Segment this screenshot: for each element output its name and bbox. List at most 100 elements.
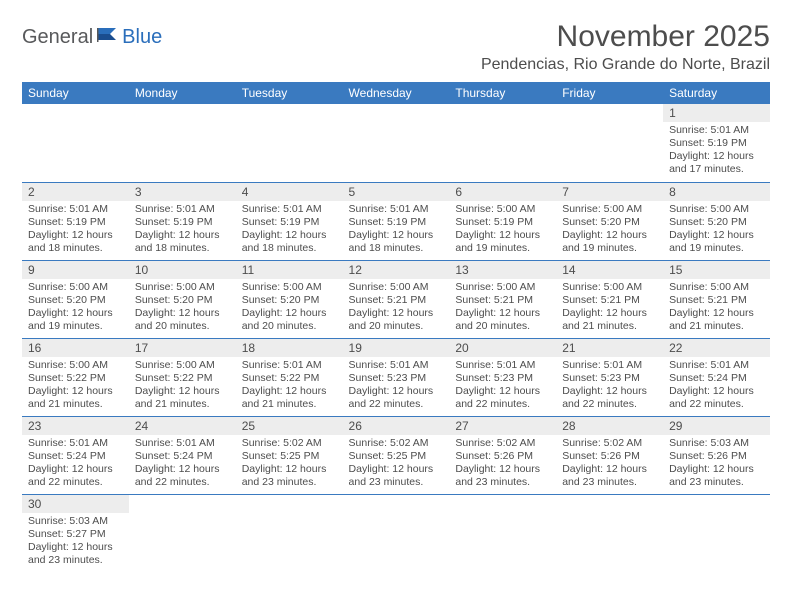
day-number: 9 <box>22 261 129 279</box>
day-cell: 22Sunrise: 5:01 AMSunset: 5:24 PMDayligh… <box>663 338 770 416</box>
empty-cell <box>22 104 129 182</box>
header: General Blue November 2025 Pendencias, R… <box>22 20 770 74</box>
day-number: 10 <box>129 261 236 279</box>
day-cell: 23Sunrise: 5:01 AMSunset: 5:24 PMDayligh… <box>22 416 129 494</box>
day-details: Sunrise: 5:00 AMSunset: 5:20 PMDaylight:… <box>22 279 129 338</box>
weekday-header: Saturday <box>663 82 770 104</box>
day-cell: 25Sunrise: 5:02 AMSunset: 5:25 PMDayligh… <box>236 416 343 494</box>
day-details: Sunrise: 5:00 AMSunset: 5:19 PMDaylight:… <box>449 201 556 260</box>
day-details: Sunrise: 5:00 AMSunset: 5:20 PMDaylight:… <box>236 279 343 338</box>
day-details: Sunrise: 5:01 AMSunset: 5:24 PMDaylight:… <box>663 357 770 416</box>
day-number: 6 <box>449 183 556 201</box>
day-cell: 29Sunrise: 5:03 AMSunset: 5:26 PMDayligh… <box>663 416 770 494</box>
day-details: Sunrise: 5:00 AMSunset: 5:20 PMDaylight:… <box>129 279 236 338</box>
day-cell: 14Sunrise: 5:00 AMSunset: 5:21 PMDayligh… <box>556 260 663 338</box>
day-details: Sunrise: 5:00 AMSunset: 5:21 PMDaylight:… <box>343 279 450 338</box>
day-number: 26 <box>343 417 450 435</box>
day-cell: 16Sunrise: 5:00 AMSunset: 5:22 PMDayligh… <box>22 338 129 416</box>
day-details: Sunrise: 5:00 AMSunset: 5:21 PMDaylight:… <box>449 279 556 338</box>
day-number: 30 <box>22 495 129 513</box>
day-number: 3 <box>129 183 236 201</box>
day-number: 20 <box>449 339 556 357</box>
empty-cell <box>343 494 450 572</box>
day-cell: 7Sunrise: 5:00 AMSunset: 5:20 PMDaylight… <box>556 182 663 260</box>
day-number: 21 <box>556 339 663 357</box>
weekday-header-row: Sunday Monday Tuesday Wednesday Thursday… <box>22 82 770 104</box>
empty-cell <box>663 494 770 572</box>
empty-cell <box>556 494 663 572</box>
flag-icon <box>96 26 120 49</box>
calendar-row: 9Sunrise: 5:00 AMSunset: 5:20 PMDaylight… <box>22 260 770 338</box>
calendar-row: 23Sunrise: 5:01 AMSunset: 5:24 PMDayligh… <box>22 416 770 494</box>
empty-cell <box>129 494 236 572</box>
day-details: Sunrise: 5:01 AMSunset: 5:24 PMDaylight:… <box>129 435 236 494</box>
day-number: 14 <box>556 261 663 279</box>
day-cell: 6Sunrise: 5:00 AMSunset: 5:19 PMDaylight… <box>449 182 556 260</box>
day-number: 11 <box>236 261 343 279</box>
weekday-header: Tuesday <box>236 82 343 104</box>
empty-cell <box>343 104 450 182</box>
day-details: Sunrise: 5:03 AMSunset: 5:26 PMDaylight:… <box>663 435 770 494</box>
day-details: Sunrise: 5:01 AMSunset: 5:19 PMDaylight:… <box>236 201 343 260</box>
weekday-header: Monday <box>129 82 236 104</box>
month-title: November 2025 <box>481 20 770 54</box>
day-number: 4 <box>236 183 343 201</box>
day-number: 7 <box>556 183 663 201</box>
day-number: 1 <box>663 104 770 122</box>
day-details: Sunrise: 5:00 AMSunset: 5:22 PMDaylight:… <box>129 357 236 416</box>
weekday-header: Friday <box>556 82 663 104</box>
day-details: Sunrise: 5:01 AMSunset: 5:19 PMDaylight:… <box>663 122 770 181</box>
day-details: Sunrise: 5:00 AMSunset: 5:22 PMDaylight:… <box>22 357 129 416</box>
empty-cell <box>556 104 663 182</box>
day-number: 12 <box>343 261 450 279</box>
location: Pendencias, Rio Grande do Norte, Brazil <box>481 56 770 74</box>
day-number: 5 <box>343 183 450 201</box>
day-number: 23 <box>22 417 129 435</box>
day-details: Sunrise: 5:02 AMSunset: 5:25 PMDaylight:… <box>343 435 450 494</box>
day-details: Sunrise: 5:02 AMSunset: 5:26 PMDaylight:… <box>556 435 663 494</box>
day-cell: 2Sunrise: 5:01 AMSunset: 5:19 PMDaylight… <box>22 182 129 260</box>
day-cell: 5Sunrise: 5:01 AMSunset: 5:19 PMDaylight… <box>343 182 450 260</box>
day-details: Sunrise: 5:00 AMSunset: 5:21 PMDaylight:… <box>556 279 663 338</box>
day-number: 13 <box>449 261 556 279</box>
day-cell: 3Sunrise: 5:01 AMSunset: 5:19 PMDaylight… <box>129 182 236 260</box>
day-cell: 8Sunrise: 5:00 AMSunset: 5:20 PMDaylight… <box>663 182 770 260</box>
day-cell: 27Sunrise: 5:02 AMSunset: 5:26 PMDayligh… <box>449 416 556 494</box>
calendar-row: 1Sunrise: 5:01 AMSunset: 5:19 PMDaylight… <box>22 104 770 182</box>
day-details: Sunrise: 5:01 AMSunset: 5:23 PMDaylight:… <box>556 357 663 416</box>
day-number: 27 <box>449 417 556 435</box>
weekday-header: Wednesday <box>343 82 450 104</box>
empty-cell <box>236 104 343 182</box>
day-details: Sunrise: 5:00 AMSunset: 5:20 PMDaylight:… <box>556 201 663 260</box>
day-details: Sunrise: 5:00 AMSunset: 5:21 PMDaylight:… <box>663 279 770 338</box>
weekday-header: Sunday <box>22 82 129 104</box>
calendar-row: 2Sunrise: 5:01 AMSunset: 5:19 PMDaylight… <box>22 182 770 260</box>
day-cell: 1Sunrise: 5:01 AMSunset: 5:19 PMDaylight… <box>663 104 770 182</box>
calendar-table: Sunday Monday Tuesday Wednesday Thursday… <box>22 82 770 572</box>
day-number: 28 <box>556 417 663 435</box>
empty-cell <box>236 494 343 572</box>
day-details: Sunrise: 5:02 AMSunset: 5:26 PMDaylight:… <box>449 435 556 494</box>
day-cell: 13Sunrise: 5:00 AMSunset: 5:21 PMDayligh… <box>449 260 556 338</box>
day-details: Sunrise: 5:01 AMSunset: 5:22 PMDaylight:… <box>236 357 343 416</box>
day-cell: 11Sunrise: 5:00 AMSunset: 5:20 PMDayligh… <box>236 260 343 338</box>
brand-logo: General Blue <box>22 26 162 49</box>
empty-cell <box>129 104 236 182</box>
day-details: Sunrise: 5:01 AMSunset: 5:24 PMDaylight:… <box>22 435 129 494</box>
day-cell: 20Sunrise: 5:01 AMSunset: 5:23 PMDayligh… <box>449 338 556 416</box>
day-cell: 10Sunrise: 5:00 AMSunset: 5:20 PMDayligh… <box>129 260 236 338</box>
title-block: November 2025 Pendencias, Rio Grande do … <box>481 20 770 74</box>
day-details: Sunrise: 5:02 AMSunset: 5:25 PMDaylight:… <box>236 435 343 494</box>
day-number: 29 <box>663 417 770 435</box>
day-cell: 9Sunrise: 5:00 AMSunset: 5:20 PMDaylight… <box>22 260 129 338</box>
day-details: Sunrise: 5:00 AMSunset: 5:20 PMDaylight:… <box>663 201 770 260</box>
day-number: 22 <box>663 339 770 357</box>
day-details: Sunrise: 5:01 AMSunset: 5:19 PMDaylight:… <box>343 201 450 260</box>
day-cell: 30Sunrise: 5:03 AMSunset: 5:27 PMDayligh… <box>22 494 129 572</box>
day-number: 8 <box>663 183 770 201</box>
day-cell: 15Sunrise: 5:00 AMSunset: 5:21 PMDayligh… <box>663 260 770 338</box>
day-number: 19 <box>343 339 450 357</box>
calendar-row: 16Sunrise: 5:00 AMSunset: 5:22 PMDayligh… <box>22 338 770 416</box>
empty-cell <box>449 104 556 182</box>
day-details: Sunrise: 5:01 AMSunset: 5:23 PMDaylight:… <box>449 357 556 416</box>
